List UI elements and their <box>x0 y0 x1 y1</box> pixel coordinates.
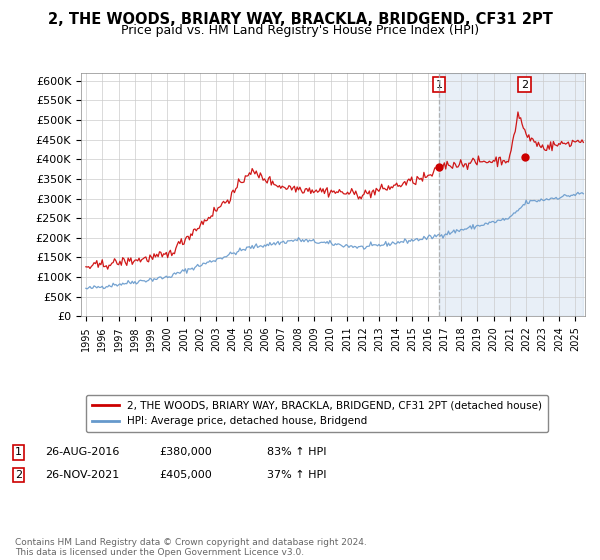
Text: 2: 2 <box>15 470 22 480</box>
Text: 1: 1 <box>436 80 443 90</box>
Text: 26-AUG-2016: 26-AUG-2016 <box>45 447 119 458</box>
Text: 2, THE WOODS, BRIARY WAY, BRACKLA, BRIDGEND, CF31 2PT: 2, THE WOODS, BRIARY WAY, BRACKLA, BRIDG… <box>47 12 553 27</box>
Legend: 2, THE WOODS, BRIARY WAY, BRACKLA, BRIDGEND, CF31 2PT (detached house), HPI: Ave: 2, THE WOODS, BRIARY WAY, BRACKLA, BRIDG… <box>86 395 548 432</box>
Text: £405,000: £405,000 <box>159 470 212 480</box>
Text: Contains HM Land Registry data © Crown copyright and database right 2024.
This d: Contains HM Land Registry data © Crown c… <box>15 538 367 557</box>
Text: 2: 2 <box>521 80 528 90</box>
Text: 26-NOV-2021: 26-NOV-2021 <box>45 470 119 480</box>
Bar <box>439 73 583 316</box>
Text: 37% ↑ HPI: 37% ↑ HPI <box>267 470 326 480</box>
Text: 83% ↑ HPI: 83% ↑ HPI <box>267 447 326 458</box>
Text: Price paid vs. HM Land Registry's House Price Index (HPI): Price paid vs. HM Land Registry's House … <box>121 24 479 37</box>
Text: £380,000: £380,000 <box>159 447 212 458</box>
Text: 1: 1 <box>15 447 22 458</box>
